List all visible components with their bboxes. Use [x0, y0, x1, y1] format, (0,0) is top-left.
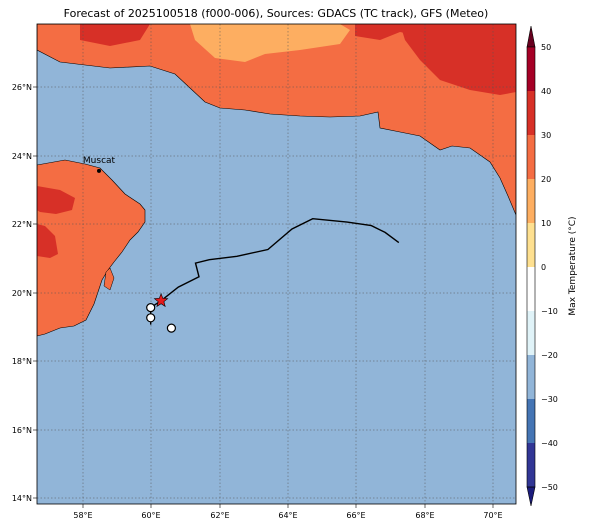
colorbar-bin-neg50-neg40 [527, 443, 535, 487]
storm-position-icon [153, 292, 169, 308]
colorbar-tick-40: 40 [541, 87, 551, 96]
colorbar-label: Max Temperature (°C) [568, 216, 578, 315]
colorbar-tick-0: 0 [541, 263, 546, 272]
colorbar-tick-neg30: −30 [541, 395, 558, 404]
land-oman-hot-2 [37, 224, 58, 258]
colorbar-bin-20-30 [527, 135, 535, 179]
map-gridlines [37, 24, 516, 504]
land-hot-patch-a [80, 24, 150, 46]
land-hot-patch-c [400, 24, 516, 95]
colorbar-tick-50: 50 [541, 43, 551, 52]
colorbar-tick-neg20: −20 [541, 351, 558, 360]
colorbar-tick-10: 10 [541, 219, 551, 228]
lon-tick-58: 58°E [73, 511, 92, 520]
track-point-1 [146, 313, 156, 323]
colorbar-tick-neg50: −50 [541, 483, 558, 492]
lon-tick-labels: 58°E 60°E 62°E 64°E 66°E 68°E 70°E [73, 504, 503, 520]
map-panel: Muscat [37, 24, 516, 504]
lon-tick-66: 66°E [346, 511, 365, 520]
colorbar-tick-neg40: −40 [541, 439, 558, 448]
lat-tick-24: 24°N [12, 152, 32, 161]
colorbar-bin-neg10-0 [527, 267, 535, 311]
lon-tick-70: 70°E [483, 511, 502, 520]
land-oman-hot [37, 186, 75, 214]
colorbar-min-extend [526, 486, 536, 507]
map-frame [36, 23, 517, 505]
lon-tick-60: 60°E [141, 511, 160, 520]
lat-tick-labels: 14°N 16°N 18°N 20°N 22°N 24°N 26°N [12, 83, 37, 503]
lon-tick-62: 62°E [210, 511, 229, 520]
lat-tick-14: 14°N [12, 494, 32, 503]
lat-tick-22: 22°N [12, 220, 32, 229]
cyclone-track [149, 217, 400, 325]
lon-tick-68: 68°E [415, 511, 434, 520]
figure-title: Forecast of 2025100518 (f000-006), Sourc… [64, 7, 489, 20]
colorbar-bin-30-40 [527, 91, 535, 135]
colorbar-bin-neg30-neg20 [527, 355, 535, 399]
land-iran-pakistan [37, 24, 516, 216]
land-mild-patch [190, 24, 350, 62]
lat-tick-26: 26°N [12, 83, 32, 92]
track-point-0 [146, 303, 156, 313]
colorbar-tick-30: 30 [541, 131, 551, 140]
lat-tick-16: 16°N [12, 426, 32, 435]
colorbar-bin-40-50 [527, 47, 535, 91]
city-label: Muscat [83, 156, 116, 166]
city-marker [97, 168, 101, 173]
colorbar-bin-10-20 [527, 179, 535, 223]
colorbar-bin-neg40-neg30 [527, 399, 535, 443]
colorbar-bin-neg20-neg10 [527, 311, 535, 355]
track-point-2 [166, 323, 176, 333]
colorbar-bin-0-10 [527, 223, 535, 267]
colorbar-tick-neg10: −10 [541, 307, 558, 316]
colorbar: 50 40 30 20 10 0 −10 −20 −30 −40 −50 Max… [526, 25, 578, 507]
lat-tick-18: 18°N [12, 357, 32, 366]
lat-tick-20: 20°N [12, 289, 32, 298]
colorbar-tick-20: 20 [541, 175, 551, 184]
land-masirah-island [103, 267, 115, 291]
lon-tick-64: 64°E [278, 511, 297, 520]
cyclone-track-points [146, 303, 176, 333]
colorbar-max-extend [526, 25, 536, 48]
